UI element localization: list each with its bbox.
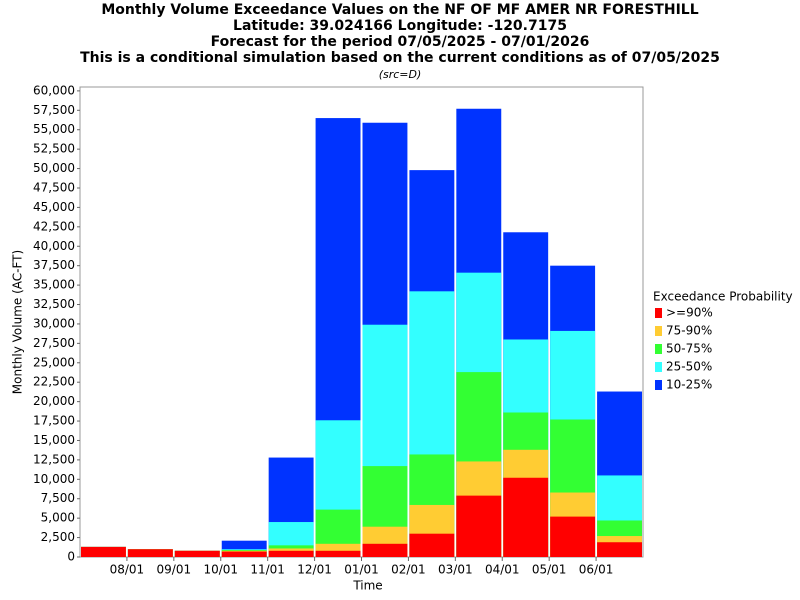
y-tick-label: 45,000	[33, 200, 75, 214]
x-tick-label: 12/01	[297, 563, 332, 577]
y-tick-label: 35,000	[33, 278, 75, 292]
legend-label: 10-25%	[666, 378, 712, 392]
y-tick-label: 60,000	[33, 83, 75, 97]
x-tick-label: 09/01	[157, 563, 192, 577]
y-tick-label: 30,000	[33, 316, 75, 330]
x-axis-label: Time	[352, 579, 382, 593]
legend-label: 75-90%	[666, 324, 712, 338]
bar	[597, 542, 642, 557]
legend-swatch	[655, 308, 662, 318]
legend-label: 25-50%	[666, 360, 712, 374]
bar	[315, 550, 361, 557]
y-tick-label: 55,000	[33, 122, 75, 136]
y-tick-label: 27,500	[33, 336, 75, 350]
y-tick-label: 47,500	[33, 180, 75, 194]
bar	[550, 516, 596, 557]
legend-label: >=90%	[666, 306, 713, 320]
y-tick-label: 42,500	[33, 219, 75, 233]
y-tick-label: 5,000	[41, 511, 75, 525]
bar	[81, 546, 126, 557]
y-tick-label: 40,000	[33, 239, 75, 253]
bar	[221, 551, 267, 557]
y-axis-label: Monthly Volume (AC-FT)	[11, 250, 25, 394]
legend-title: Exceedance Probability	[653, 290, 793, 304]
x-tick-label: 02/01	[391, 563, 426, 577]
y-tick-label: 15,000	[33, 433, 75, 447]
title-line: Monthly Volume Exceedance Values on the …	[101, 2, 698, 18]
y-tick-label: 10,000	[33, 472, 75, 486]
title-line: Latitude: 39.024166 Longitude: -120.7175	[233, 18, 567, 34]
legend-swatch	[655, 380, 662, 390]
y-tick-label: 7,500	[41, 491, 75, 505]
x-tick-label: 10/01	[203, 563, 238, 577]
bar	[174, 550, 220, 557]
bar	[127, 549, 173, 557]
subtitle: (src=D)	[379, 68, 422, 81]
bar	[362, 543, 408, 557]
x-tick-label: 05/01	[532, 563, 567, 577]
bar	[268, 550, 314, 557]
x-tick-label: 01/01	[344, 563, 379, 577]
bar	[456, 495, 502, 557]
y-tick-label: 17,500	[33, 414, 75, 428]
bar	[503, 477, 549, 557]
y-tick-label: 52,500	[33, 142, 75, 156]
y-tick-label: 32,500	[33, 297, 75, 311]
y-tick-label: 2,500	[41, 530, 75, 544]
y-tick-label: 57,500	[33, 103, 75, 117]
x-tick-label: 04/01	[485, 563, 520, 577]
x-tick-label: 06/01	[579, 563, 614, 577]
x-tick-label: 11/01	[250, 563, 285, 577]
plot-area	[79, 86, 644, 558]
legend-swatch	[655, 362, 662, 372]
y-tick-label: 20,000	[33, 394, 75, 408]
legend-swatch	[655, 344, 662, 354]
bar	[409, 533, 455, 557]
x-tick-label: 03/01	[438, 563, 473, 577]
title-line: Forecast for the period 07/05/2025 - 07/…	[211, 34, 590, 50]
y-tick-label: 25,000	[33, 355, 75, 369]
legend-label: 50-75%	[666, 342, 712, 356]
title-line: This is a conditional simulation based o…	[80, 50, 720, 66]
x-tick-label: 08/01	[110, 563, 145, 577]
y-tick-label: 37,500	[33, 258, 75, 272]
legend-swatch	[655, 326, 662, 336]
y-tick-label: 22,500	[33, 375, 75, 389]
y-tick-label: 12,500	[33, 452, 75, 466]
y-tick-label: 50,000	[33, 161, 75, 175]
y-tick-label: 0	[67, 550, 75, 564]
